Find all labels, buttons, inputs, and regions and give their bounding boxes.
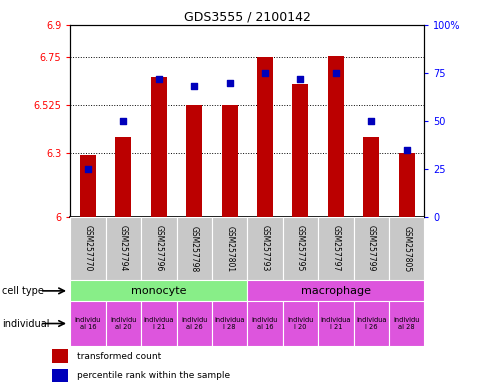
Bar	[363, 137, 378, 217]
Bar	[247, 217, 282, 280]
Point	[260, 70, 268, 76]
Text: individu
l 20: individu l 20	[287, 317, 313, 330]
Text: macrophage: macrophage	[300, 286, 370, 296]
Bar	[282, 217, 318, 280]
Bar	[212, 217, 247, 280]
Point	[84, 166, 92, 172]
Point	[402, 147, 409, 153]
Bar	[257, 57, 272, 217]
Text: transformed count: transformed count	[76, 352, 161, 361]
Text: individua
l 26: individua l 26	[355, 317, 386, 330]
Bar	[186, 105, 202, 217]
Bar	[318, 301, 353, 346]
Bar	[247, 301, 282, 346]
Point	[331, 70, 339, 76]
Bar	[151, 77, 166, 217]
Point	[225, 79, 233, 86]
Text: GSM257795: GSM257795	[295, 225, 304, 272]
Bar	[176, 301, 212, 346]
Bar	[106, 217, 141, 280]
Text: individu
al 16: individu al 16	[75, 317, 101, 330]
Text: individua
l 21: individua l 21	[143, 317, 174, 330]
Text: individu
al 28: individu al 28	[393, 317, 419, 330]
Bar	[115, 137, 131, 217]
Bar	[247, 280, 424, 301]
Bar	[141, 217, 176, 280]
Point	[190, 83, 197, 89]
Text: individua
l 28: individua l 28	[214, 317, 244, 330]
Bar	[327, 56, 343, 217]
Bar	[52, 349, 68, 363]
Bar	[388, 301, 424, 346]
Text: GSM257794: GSM257794	[119, 225, 128, 272]
Text: monocyte: monocyte	[131, 286, 186, 296]
Bar	[353, 217, 388, 280]
Text: individu
al 20: individu al 20	[110, 317, 136, 330]
Bar	[70, 280, 247, 301]
Bar	[70, 217, 106, 280]
Bar	[292, 84, 308, 217]
Bar	[176, 217, 212, 280]
Bar	[388, 217, 424, 280]
Bar	[221, 105, 237, 217]
Title: GDS3555 / 2100142: GDS3555 / 2100142	[183, 11, 310, 24]
Text: GSM257799: GSM257799	[366, 225, 375, 272]
Point	[366, 118, 374, 124]
Bar	[106, 301, 141, 346]
Bar	[398, 153, 414, 217]
Bar	[52, 369, 68, 382]
Text: GSM257793: GSM257793	[260, 225, 269, 272]
Text: cell type: cell type	[2, 286, 44, 296]
Text: individua
l 21: individua l 21	[320, 317, 350, 330]
Text: GSM257801: GSM257801	[225, 225, 234, 272]
Text: GSM257797: GSM257797	[331, 225, 340, 272]
Text: GSM257770: GSM257770	[83, 225, 92, 272]
Point	[296, 76, 303, 82]
Bar	[212, 301, 247, 346]
Point	[119, 118, 127, 124]
Bar	[141, 301, 176, 346]
Text: percentile rank within the sample: percentile rank within the sample	[76, 371, 229, 380]
Text: individual: individual	[2, 319, 50, 329]
Text: individu
al 26: individu al 26	[181, 317, 207, 330]
Bar	[353, 301, 388, 346]
Point	[154, 76, 162, 82]
Bar	[318, 217, 353, 280]
Text: GSM257798: GSM257798	[189, 225, 198, 272]
Text: GSM257796: GSM257796	[154, 225, 163, 272]
Bar	[70, 301, 106, 346]
Text: individu
al 16: individu al 16	[251, 317, 278, 330]
Bar	[282, 301, 318, 346]
Bar	[80, 155, 96, 217]
Text: GSM257805: GSM257805	[401, 225, 410, 272]
